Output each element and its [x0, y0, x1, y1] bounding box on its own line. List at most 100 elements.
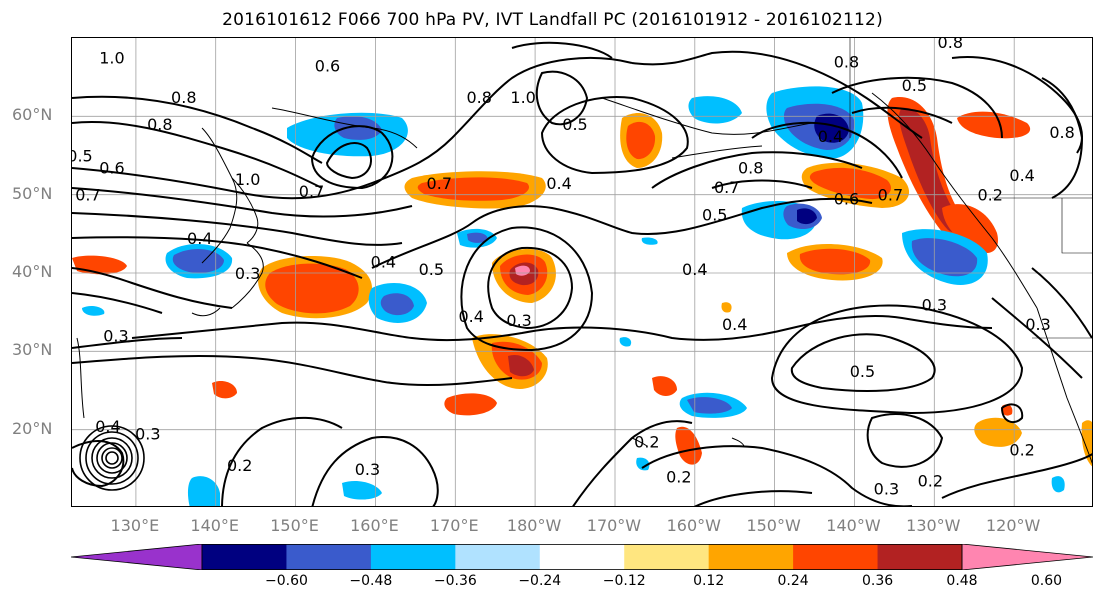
pv-anomaly-positive: [675, 426, 702, 465]
pv-anomaly-negative: [82, 305, 105, 316]
longitude-label: 130°W: [906, 516, 961, 535]
pv-ivt-map: 1.0 0.6 0.8 0.8 0.5 0.6 0.7 1.0 0.7 0.7 0.4 0.3 0.4 0…: [72, 38, 1092, 506]
tropical-cyclone-contours: [79, 425, 145, 491]
longitude-label: 170°W: [586, 516, 642, 535]
contour-label: 0.7: [75, 186, 100, 205]
pv-anomaly-positive: [899, 107, 962, 233]
colorbar-tick-label: 0.48: [946, 573, 978, 589]
contour-label: 0.2: [1009, 440, 1034, 459]
contour-label: 0.3: [103, 327, 128, 346]
contour-label: 0.3: [1025, 315, 1050, 334]
pv-anomaly-positive: [212, 381, 237, 399]
pv-anomaly-negative: [641, 237, 658, 245]
contour-label: 0.3: [135, 425, 160, 444]
colorbar-tick-label: −0.12: [602, 573, 646, 589]
pv-anomaly-positive: [72, 255, 127, 275]
pv-anomaly-negative: [380, 293, 414, 316]
contour-label: 0.8: [834, 53, 859, 72]
contour-label: 0.7: [427, 174, 452, 193]
pv-anomaly-negative: [172, 248, 224, 273]
colorbar-tick-label: −0.48: [349, 573, 393, 589]
pv-anomaly-negative: [687, 397, 732, 414]
colorbar-min-extend: [71, 544, 203, 570]
pv-anomaly-positive: [265, 263, 359, 314]
pv-shading-layer: [72, 86, 1092, 506]
contour-label: 0.8: [738, 158, 763, 177]
pv-anomaly-negative: [619, 337, 632, 347]
colorbar-segment: [793, 544, 879, 570]
longitude-label: 140°W: [826, 516, 881, 535]
colorbar-segment: [624, 544, 710, 570]
pv-anomaly-positive: [809, 167, 891, 200]
longitude-label: 170°E: [429, 516, 479, 535]
colorbar-max-extend: [961, 544, 1093, 570]
pv-anomaly-negative: [688, 96, 742, 124]
contour-label: 0.3: [922, 295, 947, 314]
longitude-label: 150°W: [746, 516, 801, 535]
contour-label: 0.8: [1049, 123, 1074, 142]
pv-anomaly-negative: [814, 113, 849, 143]
contour-label: 0.5: [72, 147, 93, 166]
contour-label: 1.0: [99, 49, 124, 68]
contour-label: 0.4: [818, 127, 843, 146]
pv-anomaly-negative: [911, 238, 978, 277]
longitude-label: 150°E: [270, 516, 319, 535]
contour-label: 0.6: [99, 158, 124, 177]
contour-label: 0.2: [227, 456, 252, 475]
pv-anomaly-positive: [799, 248, 871, 275]
colorbar-tick-label: −0.36: [433, 573, 477, 589]
contour-label: 0.2: [666, 468, 691, 487]
latitude-label: 40°N: [12, 262, 53, 281]
colorbar: [71, 544, 1093, 570]
map-title: 2016101612 F066 700 hPa PV, IVT Landfall…: [222, 10, 883, 30]
colorbar-segment: [708, 544, 794, 570]
contour-label: 0.6: [834, 190, 859, 209]
longitude-label: 120°W: [985, 516, 1041, 535]
contour-label: 0.8: [171, 88, 196, 107]
contour-label: 0.3: [506, 311, 531, 330]
contour-label: 0.6: [315, 56, 340, 75]
contour-label: 0.4: [95, 417, 120, 436]
contour-label: 0.7: [878, 186, 903, 205]
contour-label: 0.2: [977, 186, 1002, 205]
pv-anomaly-positive: [721, 302, 732, 313]
contour-label: 0.5: [902, 76, 927, 95]
contour-label: 0.4: [722, 315, 747, 334]
pv-anomaly-positive: [974, 417, 1022, 447]
contour-label: 0.5: [702, 205, 727, 224]
colorbar-tick-label: 0.24: [777, 573, 809, 589]
colorbar-tick-label: 0.60: [1030, 573, 1063, 589]
longitude-label: 180°W: [506, 516, 562, 535]
latitude-label: 50°N: [12, 183, 53, 203]
contour-label: 0.3: [874, 479, 899, 498]
colorbar-tick-label: −0.60: [264, 573, 308, 589]
contour-label: 0.5: [562, 115, 587, 134]
colorbar-tick-label: 0.12: [693, 573, 725, 589]
contour-label: 0.2: [634, 432, 659, 451]
colorbar-segment: [539, 544, 625, 570]
colorbar-segment: [370, 544, 456, 570]
colorbar-segment: [877, 544, 963, 570]
contour-label: 1.0: [235, 170, 260, 189]
contour-label: 0.2: [918, 472, 943, 491]
colorbar-segment: [455, 544, 541, 570]
pv-anomaly-positive: [957, 111, 1031, 139]
pv-anomaly-negative: [636, 457, 650, 471]
colorbar-segment: [202, 544, 287, 570]
contour-label: 0.8: [147, 115, 172, 134]
contour-label: 0.8: [466, 88, 491, 107]
pv-anomaly-negative: [1051, 476, 1065, 493]
longitude-label: 160°E: [350, 516, 399, 535]
colorbar-tick-label: −0.24: [518, 573, 562, 589]
longitude-label: 130°E: [110, 516, 160, 535]
contour-label: 0.3: [235, 264, 260, 283]
latitude-label: 20°N: [12, 418, 53, 438]
pv-anomaly-positive: [508, 354, 534, 377]
pv-anomaly-positive: [652, 376, 677, 396]
pv-contours: [72, 41, 1092, 506]
pv-anomaly-positive: [942, 204, 998, 253]
longitude-label: 160°W: [666, 516, 721, 535]
pv-anomaly-negative: [467, 232, 488, 243]
pv-anomaly-negative: [187, 476, 220, 506]
contour-label: 0.8: [938, 38, 963, 52]
